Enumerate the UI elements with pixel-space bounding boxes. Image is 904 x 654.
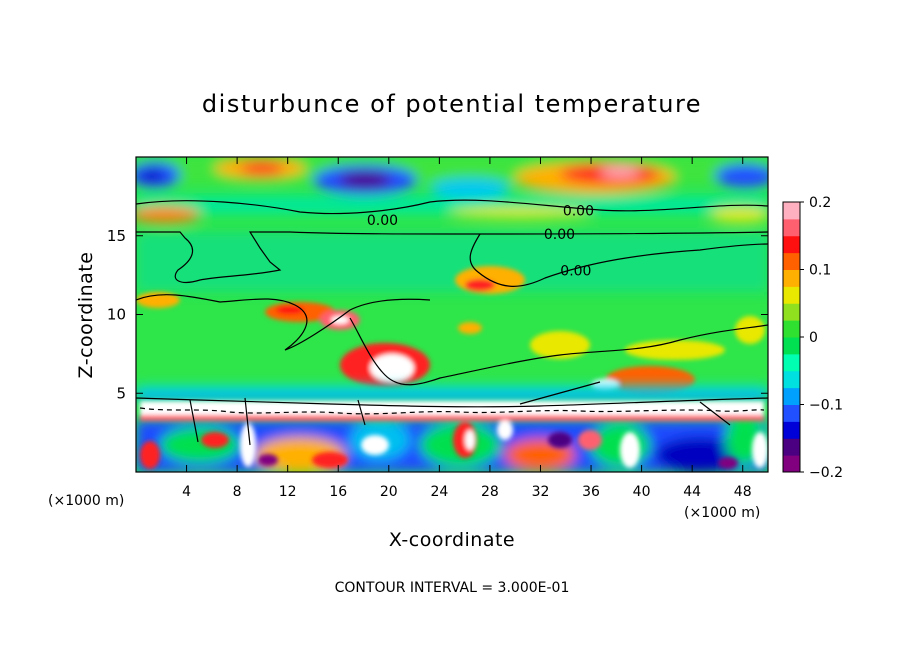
x-tick-label: 12 bbox=[279, 484, 297, 500]
contour-label: 0.00 bbox=[560, 263, 591, 279]
colorbar-tick-label: 0.2 bbox=[809, 195, 831, 211]
field-mid bbox=[136, 266, 765, 394]
colorbar-segment bbox=[783, 269, 800, 287]
x-left-unit-note: (×1000 m) bbox=[48, 493, 124, 509]
colorbar-segment bbox=[783, 337, 800, 355]
field-upper bbox=[136, 157, 768, 292]
x-tick-label: 24 bbox=[430, 484, 448, 500]
x-tick-label: 36 bbox=[582, 484, 600, 500]
colorbar-segment bbox=[783, 235, 800, 254]
x-tick-label: 20 bbox=[380, 484, 398, 500]
x-axis-label: X-coordinate bbox=[389, 529, 515, 551]
y-axis-ticks: 5 10 15 bbox=[107, 227, 768, 402]
colorbar-segment bbox=[783, 387, 800, 405]
colorbar-segment bbox=[783, 370, 800, 389]
colorbar-segment bbox=[783, 421, 800, 439]
y-tick-label: 10 bbox=[107, 306, 126, 324]
field-bottom bbox=[140, 401, 768, 469]
contour-label: 0.00 bbox=[544, 227, 575, 243]
y-tick-label: 5 bbox=[116, 384, 126, 402]
heatmap-field bbox=[136, 157, 768, 472]
colorbar-tick-label: −0.2 bbox=[809, 465, 843, 481]
contour-label: 0.00 bbox=[563, 204, 594, 220]
colorbar-ticks: 0.2 0.1 0 −0.1 −0.2 bbox=[800, 195, 843, 481]
colorbar-segment bbox=[783, 303, 800, 321]
colorbar-segment bbox=[783, 438, 800, 456]
y-tick-label: 15 bbox=[107, 227, 126, 245]
colorbar-tick-label: 0 bbox=[809, 330, 818, 346]
x-tick-label: 4 bbox=[182, 484, 191, 500]
x-tick-label: 16 bbox=[329, 484, 347, 500]
x-tick-label: 44 bbox=[683, 484, 701, 500]
colorbar-segment bbox=[783, 286, 800, 304]
colorbar-segment bbox=[783, 252, 800, 270]
contour-interval-footnote: CONTOUR INTERVAL = 3.000E-01 bbox=[335, 580, 570, 596]
contour-labels: 0.00 0.00 0.00 0.00 bbox=[367, 204, 594, 280]
colorbar-tick-label: −0.1 bbox=[809, 398, 843, 414]
x-tick-label: 28 bbox=[481, 484, 499, 500]
colorbar bbox=[782, 201, 801, 473]
colorbar-segment bbox=[783, 353, 800, 372]
colorbar-segment bbox=[783, 404, 800, 422]
contour-label: 0.00 bbox=[367, 213, 398, 229]
field-lower bbox=[136, 386, 768, 472]
colorbar-segment bbox=[783, 455, 800, 473]
x-axis-ticks: 4 8 12 16 20 24 28 32 36 40 44 48 bbox=[182, 157, 752, 500]
x-tick-label: 8 bbox=[233, 484, 242, 500]
y-axis-label: Z-coordinate bbox=[75, 252, 97, 379]
colorbar-segment bbox=[783, 202, 800, 220]
colorbar-tick-label: 0.1 bbox=[809, 263, 831, 279]
chart-title: disturbunce of potential temperature bbox=[202, 90, 702, 118]
x-tick-label: 40 bbox=[633, 484, 651, 500]
x-tick-label: 48 bbox=[734, 484, 752, 500]
contour-lines bbox=[136, 199, 768, 446]
x-right-unit-note: (×1000 m) bbox=[684, 505, 760, 521]
colorbar-segment bbox=[783, 320, 800, 338]
colorbar-segment bbox=[783, 218, 800, 237]
x-tick-label: 32 bbox=[532, 484, 550, 500]
